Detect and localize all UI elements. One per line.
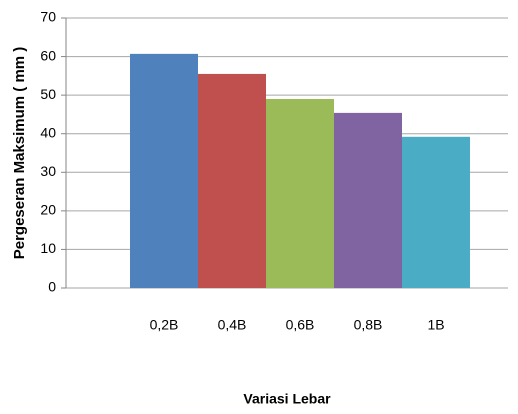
- y-tick-label: 10: [40, 240, 56, 256]
- x-tick-label: 0,4B: [218, 317, 247, 333]
- bar: [266, 99, 334, 288]
- x-tick-label: 0,6B: [286, 317, 315, 333]
- x-tick-label: 0,8B: [354, 317, 383, 333]
- y-tick-label: 50: [40, 86, 56, 102]
- bar: [130, 53, 198, 288]
- y-tick-label: 40: [40, 124, 56, 140]
- bar: [402, 136, 470, 288]
- y-tick-label: 0: [48, 279, 56, 295]
- y-tick-label: 20: [40, 202, 56, 218]
- x-axis-label: Variasi Lebar: [243, 391, 331, 407]
- y-tick-label: 60: [40, 47, 56, 63]
- bar: [334, 112, 402, 288]
- x-tick-label: 1B: [427, 317, 444, 333]
- x-tick-label: 0,2B: [150, 317, 179, 333]
- bar: [198, 73, 266, 288]
- y-tick-label: 30: [40, 163, 56, 179]
- y-tick-label: 70: [40, 9, 56, 25]
- y-axis-label: Pergeseran Maksimum ( mm ): [11, 47, 28, 260]
